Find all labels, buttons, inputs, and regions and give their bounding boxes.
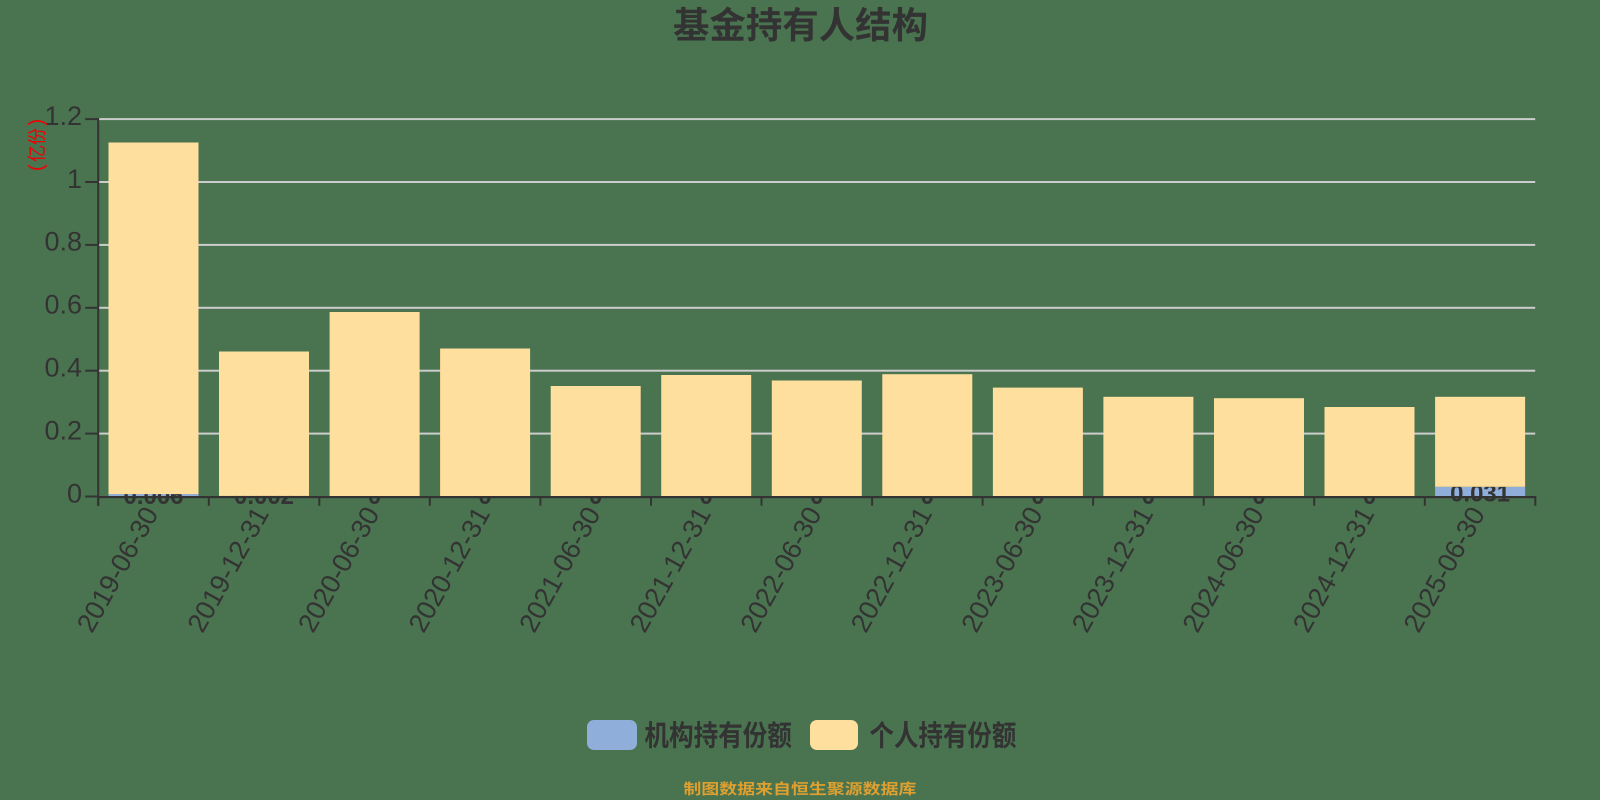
svg-text:0.4: 0.4 xyxy=(44,353,82,383)
svg-text:1.2: 1.2 xyxy=(44,101,82,131)
svg-text:0.8: 0.8 xyxy=(44,227,82,257)
svg-text:(: ( xyxy=(26,164,48,171)
svg-text:0.2: 0.2 xyxy=(44,415,82,445)
svg-text:): ) xyxy=(26,119,48,126)
svg-text:1: 1 xyxy=(67,164,82,194)
svg-text:0: 0 xyxy=(67,478,82,508)
svg-text:0.6: 0.6 xyxy=(44,290,82,320)
